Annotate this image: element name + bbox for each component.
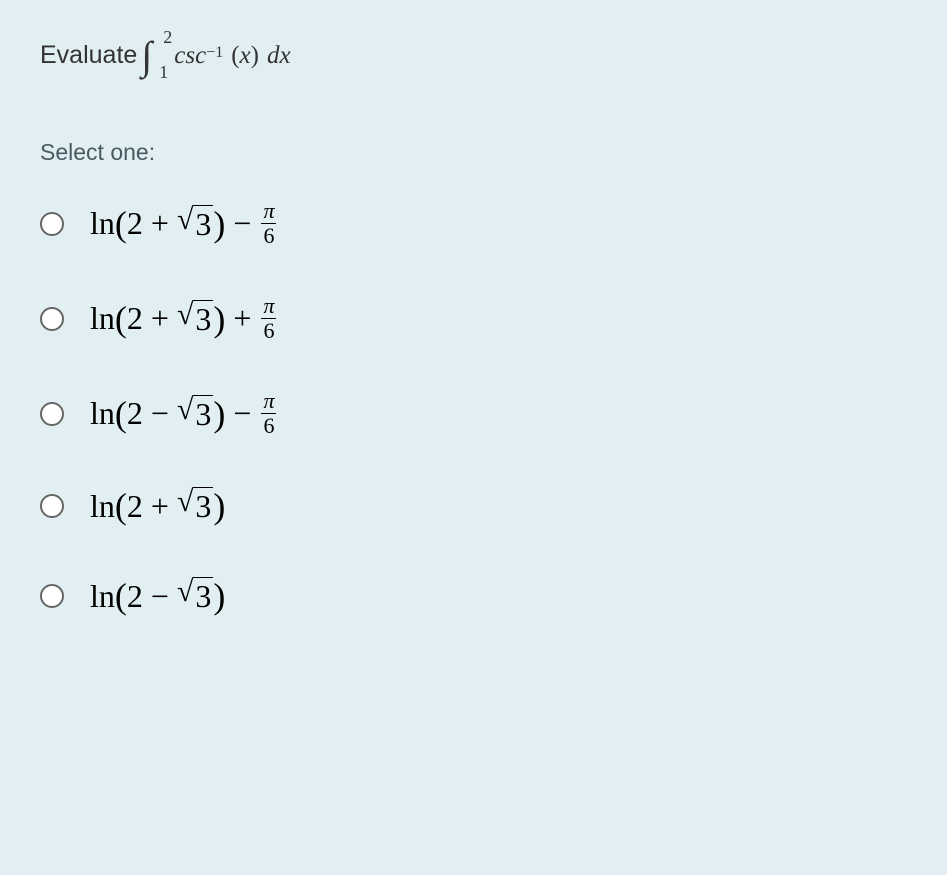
radio-button[interactable] <box>40 494 64 518</box>
operator: − <box>233 205 251 242</box>
paren-close: ) <box>213 393 225 435</box>
options-list: ln(2+√3)−π6ln(2+√3)+π6ln(2−√3)−π6ln(2+√3… <box>40 176 907 641</box>
term-first: 2 <box>127 578 143 615</box>
fraction-numerator: π <box>261 295 276 318</box>
fraction-denominator: 6 <box>261 223 276 247</box>
option-expression: ln(2+√3) <box>90 485 225 527</box>
operator: + <box>151 300 169 337</box>
operator: + <box>151 205 169 242</box>
operator: − <box>151 578 169 615</box>
ln-label: ln <box>90 488 115 525</box>
paren-close: ) <box>213 203 225 245</box>
fraction-numerator: π <box>261 390 276 413</box>
ln-label: ln <box>90 300 115 337</box>
sqrt: √3 <box>177 487 213 525</box>
paren-open: ( <box>115 393 127 435</box>
sqrt-sign: √ <box>177 395 193 425</box>
sqrt: √3 <box>177 577 213 615</box>
sqrt: √3 <box>177 395 213 433</box>
integrand-arg: (x) <box>231 42 259 70</box>
integral-symbol: ∫ 2 1 <box>141 32 152 79</box>
option-expression: ln(2+√3)+π6 <box>90 295 278 342</box>
option-row[interactable]: ln(2+√3) <box>40 485 907 527</box>
term-first: 2 <box>127 395 143 432</box>
paren-close: ) <box>213 485 225 527</box>
option-expression: ln(2−√3) <box>90 575 225 617</box>
ln-label: ln <box>90 578 115 615</box>
sqrt-arg: 3 <box>193 487 213 525</box>
operator: − <box>151 395 169 432</box>
paren-close: ) <box>213 575 225 617</box>
sqrt-arg: 3 <box>193 300 213 338</box>
option-expression: ln(2−√3)−π6 <box>90 390 278 437</box>
sqrt-arg: 3 <box>193 577 213 615</box>
operator: + <box>151 488 169 525</box>
paren-open: ( <box>115 203 127 245</box>
term-first: 2 <box>127 300 143 337</box>
radio-button[interactable] <box>40 584 64 608</box>
option-row[interactable]: ln(2−√3)−π6 <box>40 390 907 437</box>
question-prompt: Evaluate ∫ 2 1 csc −1 (x) dx <box>40 32 907 79</box>
fraction: π6 <box>261 295 276 342</box>
sqrt: √3 <box>177 300 213 338</box>
paren-open: ( <box>115 575 127 617</box>
sqrt-sign: √ <box>177 577 193 607</box>
sqrt-arg: 3 <box>193 205 213 243</box>
select-one-label: Select one: <box>40 139 907 166</box>
term-first: 2 <box>127 488 143 525</box>
operator: − <box>233 395 251 432</box>
fraction: π6 <box>261 390 276 437</box>
fraction-denominator: 6 <box>261 413 276 437</box>
radio-button[interactable] <box>40 212 64 236</box>
option-row[interactable]: ln(2+√3)−π6 <box>40 200 907 247</box>
option-expression: ln(2+√3)−π6 <box>90 200 278 247</box>
sqrt-sign: √ <box>177 205 193 235</box>
fraction: π6 <box>261 200 276 247</box>
radio-button[interactable] <box>40 307 64 331</box>
integrand-exponent: −1 <box>206 44 223 62</box>
ln-label: ln <box>90 205 115 242</box>
option-row[interactable]: ln(2+√3)+π6 <box>40 295 907 342</box>
paren-close: ) <box>213 298 225 340</box>
operator: + <box>233 300 251 337</box>
integrand-func: csc <box>174 42 206 70</box>
integral-upper: 2 <box>163 27 172 48</box>
sqrt-arg: 3 <box>193 395 213 433</box>
term-first: 2 <box>127 205 143 242</box>
radio-button[interactable] <box>40 402 64 426</box>
sqrt-sign: √ <box>177 487 193 517</box>
ln-label: ln <box>90 395 115 432</box>
sqrt-sign: √ <box>177 300 193 330</box>
integral-lower: 1 <box>159 62 168 83</box>
paren-open: ( <box>115 298 127 340</box>
differential: dx <box>267 42 291 70</box>
question-prefix: Evaluate <box>40 41 137 70</box>
option-row[interactable]: ln(2−√3) <box>40 575 907 617</box>
sqrt: √3 <box>177 205 213 243</box>
fraction-denominator: 6 <box>261 318 276 342</box>
fraction-numerator: π <box>261 200 276 223</box>
paren-open: ( <box>115 485 127 527</box>
